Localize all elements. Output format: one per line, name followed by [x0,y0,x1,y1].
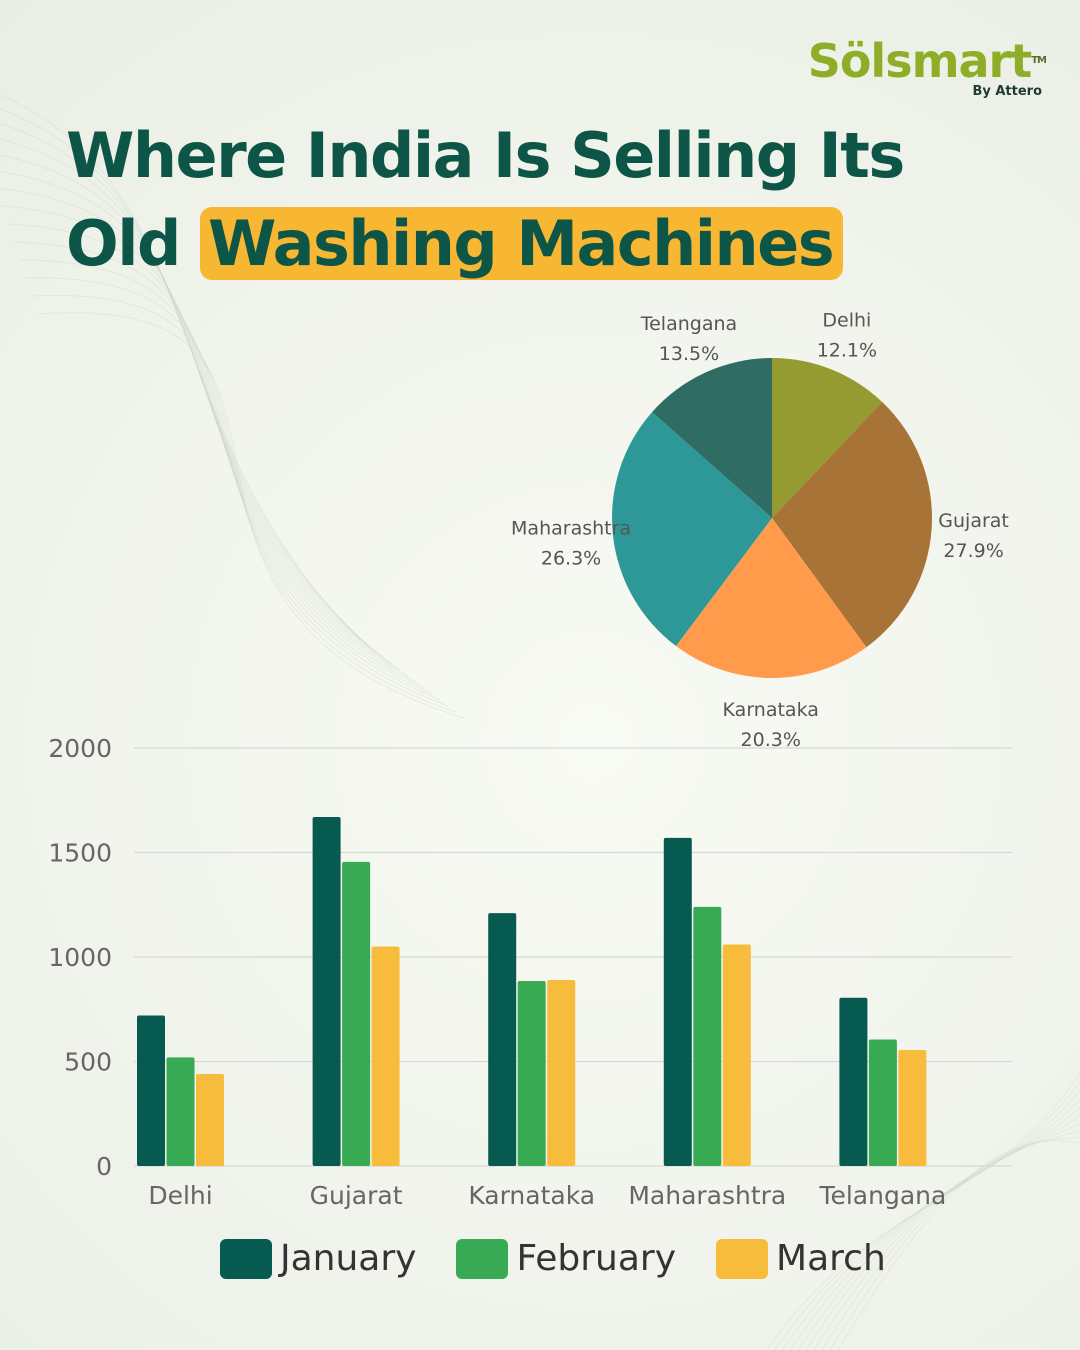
title-line-2-plain: Old [66,207,181,280]
pie-label-telangana: Telangana [640,313,737,335]
pie-percent-telangana: 13.5% [659,343,719,365]
bar-delhi-february [166,1057,195,1166]
bar-telangana-march [898,1050,927,1166]
background-curve [7,223,425,689]
x-tick-label-telangana: Telangana [818,1181,946,1210]
background-curve [797,1106,1080,1350]
legend-item-march: March [716,1238,886,1279]
pie-slice-gujarat [772,401,932,648]
pie-chart: Delhi 12.1% Gujarat 27.9% Karnataka 20.3% Maha… [511,309,1009,750]
background-curve [829,1136,1080,1350]
background-curve [813,1122,1080,1350]
legend-item-january: January [220,1238,416,1279]
background-curve [1,205,417,683]
background-curve [0,154,393,665]
background-curve [837,1140,1080,1350]
logo-wordmark: SölsmartTM [807,34,1047,88]
background-curve [19,259,441,701]
background-curve [37,312,465,719]
pie-slice-delhi [772,358,883,518]
pie-label-karnataka: Karnataka [723,699,819,721]
legend-label-january: January [280,1238,417,1279]
legend-swatch-march [716,1238,769,1279]
legend-swatch-january [220,1238,272,1279]
bar-chart: 0 500 1000 1500 2000 Delhi Gujarat Karnataka Mah… [48,734,1012,1210]
bar-telangana-january [839,997,868,1166]
pie-slice-telangana [652,358,772,518]
y-tick-label: 2000 [48,734,112,763]
pie-slice-karnataka [676,518,867,678]
background-curve [13,241,433,695]
pie-label-delhi: Delhi [822,309,871,331]
background-curve [766,1071,1080,1350]
pie-label-maharashtra: Maharashtra [511,518,631,540]
x-tick-label-delhi: Delhi [148,1181,212,1210]
pie-percent-gujarat: 27.9% [943,540,1003,562]
bar-gujarat-february [342,861,371,1166]
bar-gujarat-january [312,816,341,1166]
x-tick-label-gujarat: Gujarat [310,1181,403,1210]
pie-percent-delhi: 12.1% [817,339,877,361]
y-tick-label: 0 [96,1152,112,1181]
pie-percent-karnataka: 20.3% [741,729,801,750]
bar-maharashtra-march [722,944,751,1166]
y-tick-label: 500 [64,1048,112,1077]
legend-label-february: February [516,1238,677,1279]
title-line-2-highlight: Washing Machines [199,207,844,280]
background-curve [31,294,457,713]
bar-delhi-january [137,1015,165,1166]
bar-karnataka-march [547,979,576,1166]
background-curve [821,1129,1080,1350]
background-curve [0,94,361,641]
brand-logo: SölsmartTM By Attero [807,34,1047,99]
title-line-1: Where India Is Selling Its [66,119,905,192]
y-tick-label: 1000 [48,943,112,972]
legend-swatch-february [456,1238,509,1279]
page-title: Where India Is Selling Its Old Washing M… [66,112,905,288]
bar-delhi-march [196,1074,224,1166]
bar-maharashtra-february [693,906,722,1166]
background-curve [0,123,377,653]
background-curve [790,1098,1080,1350]
background-curve [25,277,449,707]
x-tick-label-karnataka: Karnataka [468,1181,595,1210]
legend-item-february: February [456,1238,676,1279]
bar-telangana-february [868,1039,897,1166]
chart-legend: January February March [220,1238,926,1279]
bar-gujarat-march [371,946,400,1166]
background-curve [774,1080,1080,1350]
pie-percent-maharashtra: 26.3% [541,548,601,570]
logo-trademark: TM [1031,55,1047,66]
background-curve [805,1114,1080,1350]
background-curve [0,171,401,671]
legend-label-march: March [776,1238,886,1279]
background-curve [0,138,385,659]
logo-byline: By Attero [972,84,1042,99]
background-curve [0,188,409,677]
bar-karnataka-january [488,913,517,1166]
bar-karnataka-february [517,981,546,1166]
y-tick-label: 1500 [48,839,112,868]
x-tick-label-maharashtra: Maharashtra [628,1181,786,1210]
pie-label-gujarat: Gujarat [938,510,1009,532]
background-curve [0,108,369,647]
bar-maharashtra-january [663,837,692,1166]
background-curve [782,1089,1080,1350]
pie-slice-maharashtra [612,412,772,647]
